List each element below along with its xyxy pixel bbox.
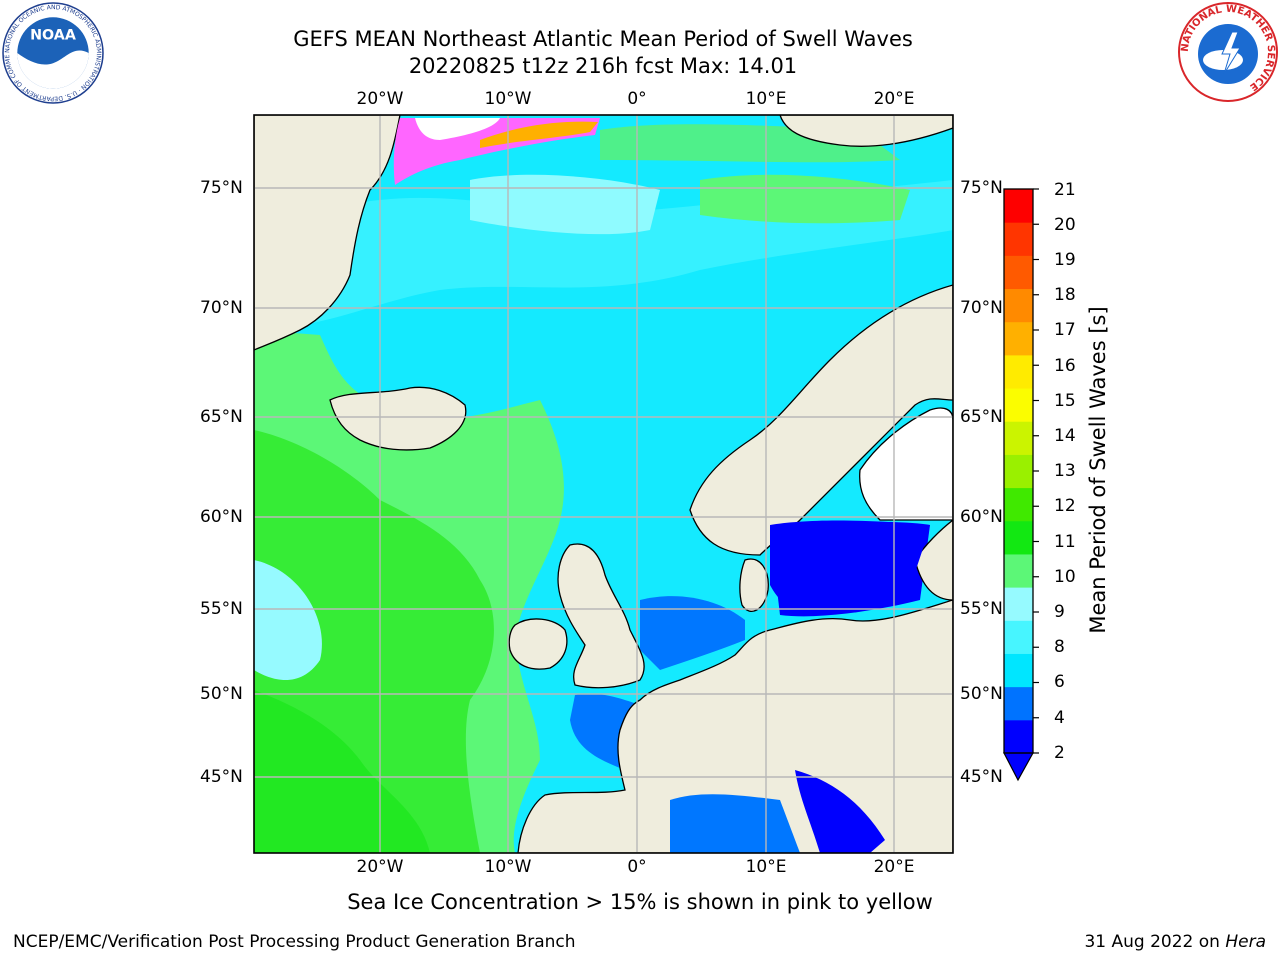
lon-tick-top-10e: 10°E xyxy=(745,89,787,109)
colorbar-segment xyxy=(1004,587,1033,621)
colorbar-segment xyxy=(1004,321,1033,356)
sea-ice-core xyxy=(415,118,500,140)
colorbar-segment xyxy=(1004,520,1033,555)
colorbar-segment xyxy=(1004,354,1033,389)
lat-tick-right-45n: 45°N xyxy=(960,767,1003,787)
footer-host: Hera xyxy=(1225,932,1266,952)
lon-tick-bottom-20e: 20°E xyxy=(873,857,915,877)
land-great-britain xyxy=(557,543,645,689)
lat-tick-left-75n: 75°N xyxy=(200,178,243,198)
colorbar-segment xyxy=(1004,686,1033,721)
graticule xyxy=(254,115,953,853)
colorbar-tick-label: 16 xyxy=(1054,356,1076,376)
colorbar-segment xyxy=(1004,288,1033,323)
colorbar-tick-label: 12 xyxy=(1054,496,1076,516)
lat-tick-right-55n: 55°N xyxy=(960,599,1003,619)
colorbar-tick-label: 14 xyxy=(1054,426,1076,446)
colorbar-tick-marks xyxy=(1033,188,1039,754)
colorbar-tick-label: 10 xyxy=(1054,567,1076,587)
lat-tick-right-75n: 75°N xyxy=(960,178,1003,198)
colorbar-segment xyxy=(1004,222,1033,256)
colorbar-tick-label: 4 xyxy=(1054,708,1065,728)
colorbar-tick-label: 15 xyxy=(1054,391,1076,411)
chart-subtitle: 20220825 t12z 216h fcst Max: 14.01 xyxy=(408,54,798,78)
land-greenland xyxy=(254,115,401,351)
colorbar-tick-label: 18 xyxy=(1054,285,1076,305)
ocean-swell-pale xyxy=(470,174,660,235)
colorbar-tick-label: 19 xyxy=(1054,250,1076,270)
ocean-swell-north-sea xyxy=(640,596,745,670)
lon-tick-bottom-20w: 20°W xyxy=(356,857,404,877)
land-iceland xyxy=(329,386,467,451)
lon-tick-bottom-10e: 10°E xyxy=(745,857,787,877)
lon-tick-top-0: 0° xyxy=(627,89,647,109)
lon-tick-bottom-10w: 10°W xyxy=(484,857,532,877)
colorbar-tick-label: 9 xyxy=(1054,602,1065,622)
footer-date: 31 Aug 2022 on Hera xyxy=(1084,932,1266,952)
land-scandinavia xyxy=(689,284,953,556)
colorbar-segment xyxy=(1004,388,1033,422)
land-denmark xyxy=(739,558,769,612)
colorbar xyxy=(1004,189,1033,754)
colorbar-segment xyxy=(1004,653,1033,688)
land-ireland xyxy=(508,618,568,670)
ocean-swell-baltic-overlay xyxy=(770,520,930,615)
ocean-swell-med-overlay xyxy=(670,794,800,853)
ocean-swell-green-north xyxy=(700,174,910,224)
colorbar-segment xyxy=(1004,454,1033,489)
footer-date-text: 31 Aug 2022 on xyxy=(1084,932,1226,952)
colorbar-tick-label: 2 xyxy=(1054,743,1065,763)
colorbar-tick-label: 17 xyxy=(1054,320,1076,340)
lat-tick-right-65n: 65°N xyxy=(960,407,1003,427)
nws-logo: NATIONAL WEATHER SERVICE xyxy=(1178,2,1278,102)
ocean-swell-peak xyxy=(254,690,430,853)
colorbar-segment xyxy=(1004,189,1033,223)
colorbar-segment xyxy=(1004,421,1033,455)
chart-title: GEFS MEAN Northeast Atlantic Mean Period… xyxy=(293,27,913,51)
lat-tick-right-50n: 50°N xyxy=(960,684,1003,704)
map-area xyxy=(254,115,953,853)
lat-tick-right-60n: 60°N xyxy=(960,507,1003,527)
lat-tick-left-50n: 50°N xyxy=(200,684,243,704)
gulf-of-bothnia-ice xyxy=(859,407,953,521)
footer-credit: NCEP/EMC/Verification Post Processing Pr… xyxy=(13,932,576,952)
noaa-logo: NATIONAL OCEANIC AND ATMOSPHERIC ADMINIS… xyxy=(2,2,104,104)
colorbar-extend-arrow xyxy=(1003,752,1035,782)
lon-tick-top-10w: 10°W xyxy=(484,89,532,109)
land-svalbard xyxy=(779,115,953,147)
colorbar-segment xyxy=(1004,487,1033,522)
noaa-wordmark: NOAA xyxy=(30,28,76,44)
lat-tick-left-45n: 45°N xyxy=(200,767,243,787)
colorbar-label: Mean Period of Swell Waves [s] xyxy=(1086,306,1110,634)
land-continental-europe xyxy=(517,599,953,853)
lon-tick-bottom-0: 0° xyxy=(627,857,647,877)
colorbar-segment xyxy=(1004,255,1033,290)
lat-tick-left-60n: 60°N xyxy=(200,507,243,527)
lon-tick-top-20w: 20°W xyxy=(356,89,404,109)
map-frame xyxy=(253,114,954,854)
colorbar-tick-label: 21 xyxy=(1054,180,1076,200)
sea-ice-note: Sea Ice Concentration > 15% is shown in … xyxy=(347,890,933,914)
lat-tick-left-55n: 55°N xyxy=(200,599,243,619)
colorbar-tick-label: 20 xyxy=(1054,215,1076,235)
colorbar-segment xyxy=(1004,620,1033,654)
colorbar-tick-label: 6 xyxy=(1054,672,1065,692)
ocean-swell-pale-patch xyxy=(254,560,322,680)
colorbar-segment xyxy=(1004,553,1033,588)
colorbar-segment xyxy=(1004,719,1033,754)
colorbar-tick-label: 13 xyxy=(1054,461,1076,481)
lon-tick-top-20e: 20°E xyxy=(873,89,915,109)
lat-tick-left-70n: 70°N xyxy=(200,298,243,318)
sea-ice-edge xyxy=(480,121,598,148)
lat-tick-right-70n: 70°N xyxy=(960,298,1003,318)
colorbar-tick-label: 11 xyxy=(1054,532,1076,552)
lat-tick-left-65n: 65°N xyxy=(200,407,243,427)
colorbar-tick-label: 8 xyxy=(1054,637,1065,657)
ocean-swell-adriatic-overlay xyxy=(795,770,885,853)
